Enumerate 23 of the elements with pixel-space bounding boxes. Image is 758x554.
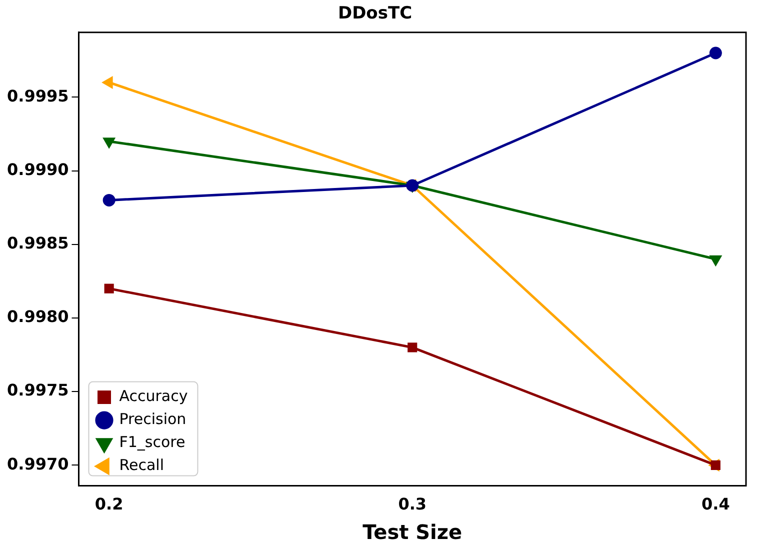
legend-label: Recall — [119, 456, 164, 474]
legend-label: F1_score — [119, 433, 186, 452]
y-tick-label: 0.9985 — [6, 234, 69, 253]
point — [102, 194, 116, 206]
point — [408, 342, 418, 352]
point — [710, 255, 722, 266]
y-tick-label: 0.9970 — [6, 454, 69, 474]
legend-label: Accuracy — [119, 387, 188, 406]
x-axis-title: Test Size — [362, 520, 462, 544]
x-tick-label: 0.2 — [94, 494, 124, 514]
legend-label: Precision — [119, 410, 186, 428]
y-tick-label: 0.9995 — [6, 86, 69, 106]
y-tick-label: 0.9990 — [6, 160, 69, 179]
point — [103, 138, 115, 148]
point — [406, 179, 419, 192]
x-tick-label: 0.4 — [702, 494, 730, 514]
y-tick-label: 0.9975 — [6, 380, 69, 400]
point — [709, 46, 722, 60]
point — [104, 284, 114, 294]
x-tick-label: 0.3 — [398, 494, 427, 514]
y-tick-label: 0.9980 — [6, 307, 69, 326]
point — [102, 76, 113, 88]
chart-title: DDosTC — [338, 4, 412, 24]
